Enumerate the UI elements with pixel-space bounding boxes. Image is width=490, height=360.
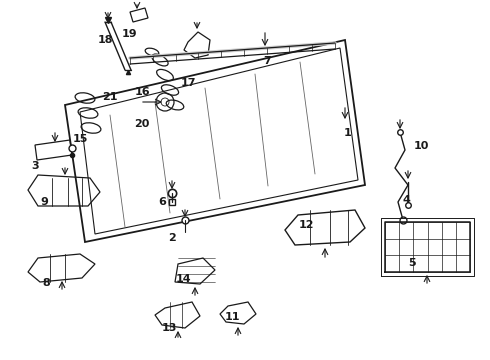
Text: 4: 4 [403,195,411,205]
Text: 8: 8 [43,278,50,288]
Text: 12: 12 [298,220,314,230]
Text: 14: 14 [176,274,192,284]
Text: 2: 2 [168,233,175,243]
Text: 19: 19 [122,29,138,39]
Text: 5: 5 [408,258,416,268]
Text: 11: 11 [225,312,241,322]
Text: 1: 1 [344,128,352,138]
Text: 3: 3 [31,161,39,171]
Text: 18: 18 [98,35,113,45]
Text: 7: 7 [263,56,271,66]
Text: 17: 17 [181,78,196,88]
Text: 10: 10 [414,141,429,151]
Text: 16: 16 [134,87,150,97]
Text: 9: 9 [40,197,48,207]
Text: 15: 15 [73,134,89,144]
Text: 21: 21 [102,92,118,102]
Text: 13: 13 [161,323,177,333]
Text: 6: 6 [158,197,166,207]
Text: 20: 20 [134,119,150,129]
